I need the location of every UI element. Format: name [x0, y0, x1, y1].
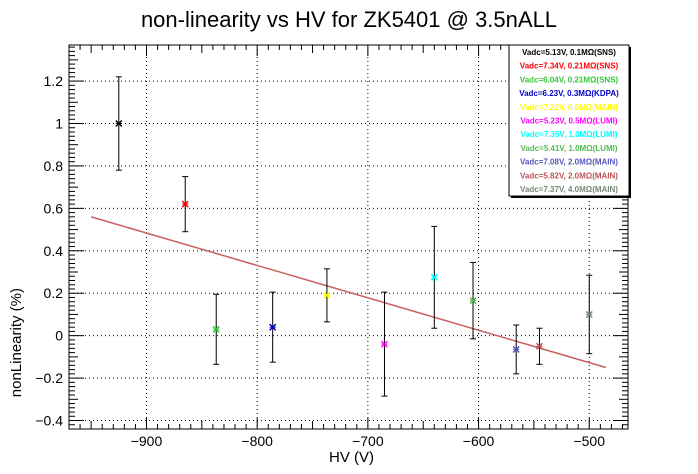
legend-entry: Vadc=5.13V, 0.1MΩ(SNS): [522, 48, 616, 57]
plot-frame: [68, 44, 629, 430]
legend-entry: Vadc=7.08V, 2.0MΩ(MAIN): [520, 158, 618, 167]
y-tick-label: 0.4: [44, 243, 64, 259]
data-point: [380, 291, 389, 397]
data-point: [585, 274, 593, 355]
legend-entry: Vadc=7.37V, 4.0MΩ(MAIN): [520, 185, 618, 194]
data-point: [212, 293, 220, 365]
x-tick-label: −900: [131, 433, 163, 449]
data-point: [323, 268, 331, 323]
axes: −900 −800 −700 −600 −500 −0.4 −0.2 0 0.2 0.4 0.6 0.…: [35, 45, 628, 449]
legend-shadow: [629, 47, 631, 198]
y-axis-label: nonLinearity (%): [8, 288, 25, 397]
legend-entry: Vadc=7.22V, 0.6MΩ(MAIN): [520, 103, 618, 112]
x-tick-label: −700: [352, 433, 384, 449]
chart-title: non-linearity vs HV for ZK5401 @ 3.5nALL: [141, 7, 557, 32]
legend-entry: Vadc=7.35V, 1.0MΩ(LUMI): [520, 130, 617, 139]
data-point: [512, 324, 520, 375]
y-tick-label: −0.4: [35, 413, 63, 429]
y-tick-label: 0: [55, 328, 63, 344]
legend-entry: Vadc=5.41V, 1.0MΩ(LUMI): [520, 144, 617, 153]
legend-entry: Vadc=5.23V, 0.5MΩ(LUMI): [520, 117, 617, 126]
y-tick-label: 0.8: [44, 158, 64, 174]
legend-box: [508, 44, 630, 197]
x-tick-label: −800: [241, 433, 273, 449]
data-point: [535, 327, 543, 365]
data-point: [181, 176, 189, 233]
legend-entry: Vadc=6.04V, 0.21MΩ(SNS): [520, 75, 619, 84]
data-point: [430, 225, 438, 329]
legend-entry: Vadc=5.82V, 2.0MΩ(MAIN): [520, 171, 618, 180]
legend: Vadc=5.13V, 0.1MΩ(SNS) Vadc=7.34V, 0.21MΩ…: [508, 44, 631, 198]
x-tick-label: −500: [573, 433, 605, 449]
data-points: [115, 76, 593, 397]
data-point: [269, 291, 277, 363]
legend-entry: Vadc=7.34V, 0.21MΩ(SNS): [520, 62, 619, 71]
y-tick-label: 1: [55, 115, 63, 131]
y-tick-label: −0.2: [35, 370, 63, 386]
x-tick-label: −600: [463, 433, 495, 449]
data-point: [115, 76, 123, 171]
y-tick-label: 1.2: [44, 73, 64, 89]
fit-line: [90, 216, 607, 369]
y-tick-label: 0.6: [44, 200, 64, 216]
legend-shadow: [511, 196, 631, 198]
legend-entry: Vadc=6.23V, 0.3MΩ(KDPA): [519, 89, 619, 98]
x-axis-label: HV (V): [329, 449, 374, 466]
y-tick-label: 0.2: [44, 285, 64, 301]
data-point: [469, 261, 477, 340]
